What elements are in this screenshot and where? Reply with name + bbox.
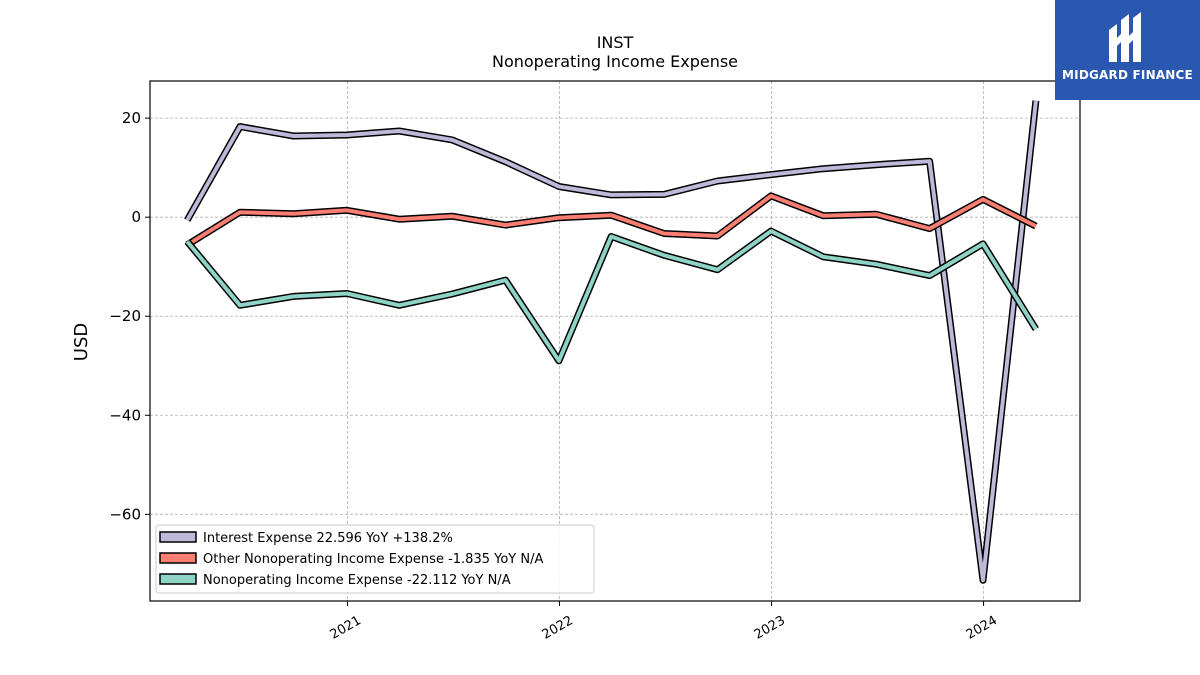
y-tick-label: −20 bbox=[109, 307, 141, 325]
x-tick-label: 2023 bbox=[752, 613, 788, 643]
legend-frame bbox=[155, 524, 595, 594]
y-tick-label: 20 bbox=[122, 109, 141, 127]
series-layer bbox=[184, 100, 1040, 584]
grid bbox=[150, 81, 1080, 601]
chart-title: INST bbox=[597, 33, 634, 52]
y-axis-label: USD bbox=[71, 323, 92, 361]
y-tick-label: 0 bbox=[131, 208, 141, 226]
x-ticks: 2021 2022 2023 2024 bbox=[328, 601, 1000, 643]
series-line-nonoperating-income-expense bbox=[185, 229, 1038, 363]
brand-logo: MIDGARD FINANCE bbox=[1055, 0, 1200, 100]
series-line-other-nonoperating-income-expense bbox=[186, 193, 1037, 247]
plot-area-frame bbox=[149, 80, 1081, 602]
brand-logo-text: MIDGARD FINANCE bbox=[1062, 68, 1193, 82]
brand-mark-icon bbox=[1109, 12, 1141, 62]
legend-swatch-nonoperating-income-expense bbox=[159, 573, 197, 585]
x-tick-label: 2021 bbox=[328, 613, 364, 643]
x-tick-label: 2022 bbox=[540, 613, 576, 643]
y-tick-label: −60 bbox=[109, 505, 141, 523]
legend-swatch-other-nonoperating-income-expense bbox=[159, 552, 197, 564]
legend-label-nonoperating-income-expense: Nonoperating Income Expense -22.112 YoY … bbox=[203, 573, 511, 588]
legend: Interest Expense 22.596 YoY +138.2% Othe… bbox=[155, 524, 595, 594]
chart-subtitle: Nonoperating Income Expense bbox=[492, 52, 738, 71]
series-outline-interest-expense bbox=[184, 100, 1040, 584]
legend-label-interest-expense: Interest Expense 22.596 YoY +138.2% bbox=[203, 531, 453, 546]
chart-title-group: INST Nonoperating Income Expense bbox=[492, 33, 738, 71]
series-line-interest-expense bbox=[185, 100, 1038, 583]
x-tick-label: 2024 bbox=[964, 613, 1000, 643]
y-ticks: 20 0 −20 −40 −60 bbox=[109, 109, 150, 523]
legend-label-other-nonoperating-income-expense: Other Nonoperating Income Expense -1.835… bbox=[203, 552, 543, 567]
legend-swatch-interest-expense bbox=[159, 531, 197, 543]
y-tick-label: −40 bbox=[109, 406, 141, 424]
